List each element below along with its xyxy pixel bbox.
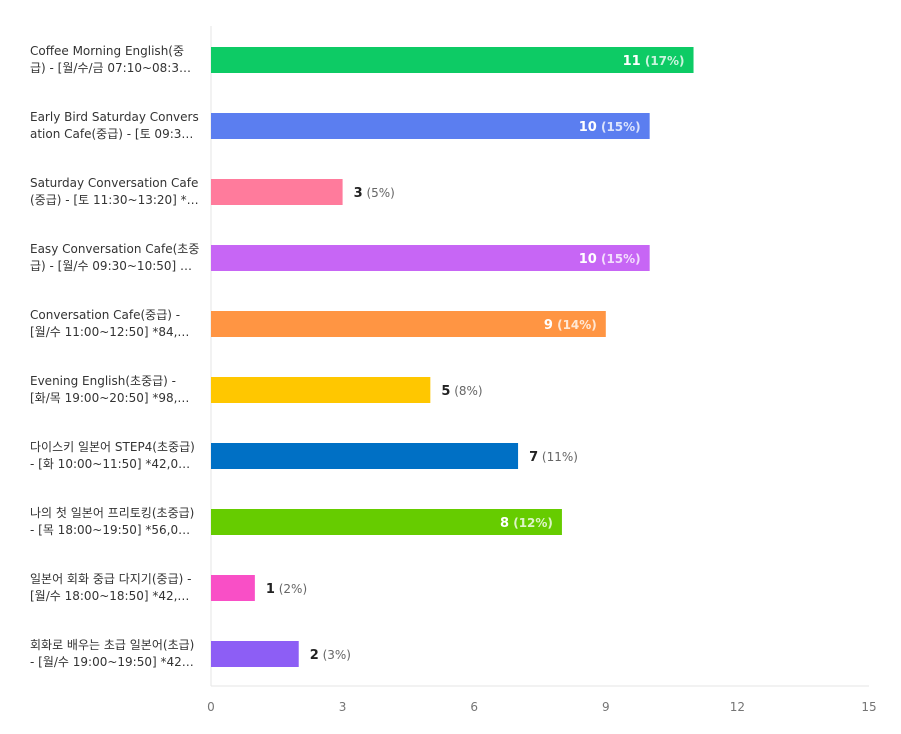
bar[interactable]: [211, 47, 694, 73]
data-percent: (3%): [319, 648, 351, 662]
bar[interactable]: [211, 311, 606, 337]
data-value: 5: [441, 384, 450, 399]
data-value: 9: [544, 318, 553, 333]
data-value: 3: [354, 186, 363, 201]
data-label: 5 (8%): [441, 384, 482, 399]
data-percent: (17%): [641, 54, 685, 68]
data-percent: (15%): [597, 120, 641, 134]
data-label: 8 (12%): [500, 516, 553, 531]
data-value: 7: [529, 450, 538, 465]
bar[interactable]: [211, 509, 562, 535]
data-percent: (14%): [553, 318, 597, 332]
bar[interactable]: [211, 179, 343, 205]
data-label: 7 (11%): [529, 450, 578, 465]
bar[interactable]: [211, 575, 255, 601]
x-tick-label: 12: [730, 700, 745, 714]
data-label: 10 (15%): [579, 120, 641, 135]
data-label: 10 (15%): [579, 252, 641, 267]
data-label: 9 (14%): [544, 318, 597, 333]
x-tick-label: 6: [470, 700, 478, 714]
x-tick-label: 15: [861, 700, 876, 714]
x-tick-label: 9: [602, 700, 610, 714]
bar[interactable]: [211, 641, 299, 667]
x-tick-label: 0: [207, 700, 215, 714]
data-label: 1 (2%): [266, 582, 307, 597]
data-label: 11 (17%): [623, 54, 685, 69]
data-value: 10: [579, 252, 597, 267]
data-percent: (12%): [509, 516, 553, 530]
data-label: 3 (5%): [354, 186, 395, 201]
data-percent: (5%): [363, 186, 395, 200]
data-value: 1: [266, 582, 275, 597]
data-value: 10: [579, 120, 597, 135]
x-tick-label: 3: [339, 700, 347, 714]
data-value: 2: [310, 648, 319, 663]
data-percent: (15%): [597, 252, 641, 266]
data-percent: (8%): [450, 384, 482, 398]
data-label: 2 (3%): [310, 648, 351, 663]
bar[interactable]: [211, 443, 519, 469]
bar[interactable]: [211, 377, 431, 403]
bar[interactable]: [211, 113, 650, 139]
data-percent: (11%): [538, 450, 578, 464]
bar[interactable]: [211, 245, 650, 271]
data-value: 8: [500, 516, 509, 531]
data-value: 11: [623, 54, 641, 69]
data-percent: (2%): [275, 582, 307, 596]
